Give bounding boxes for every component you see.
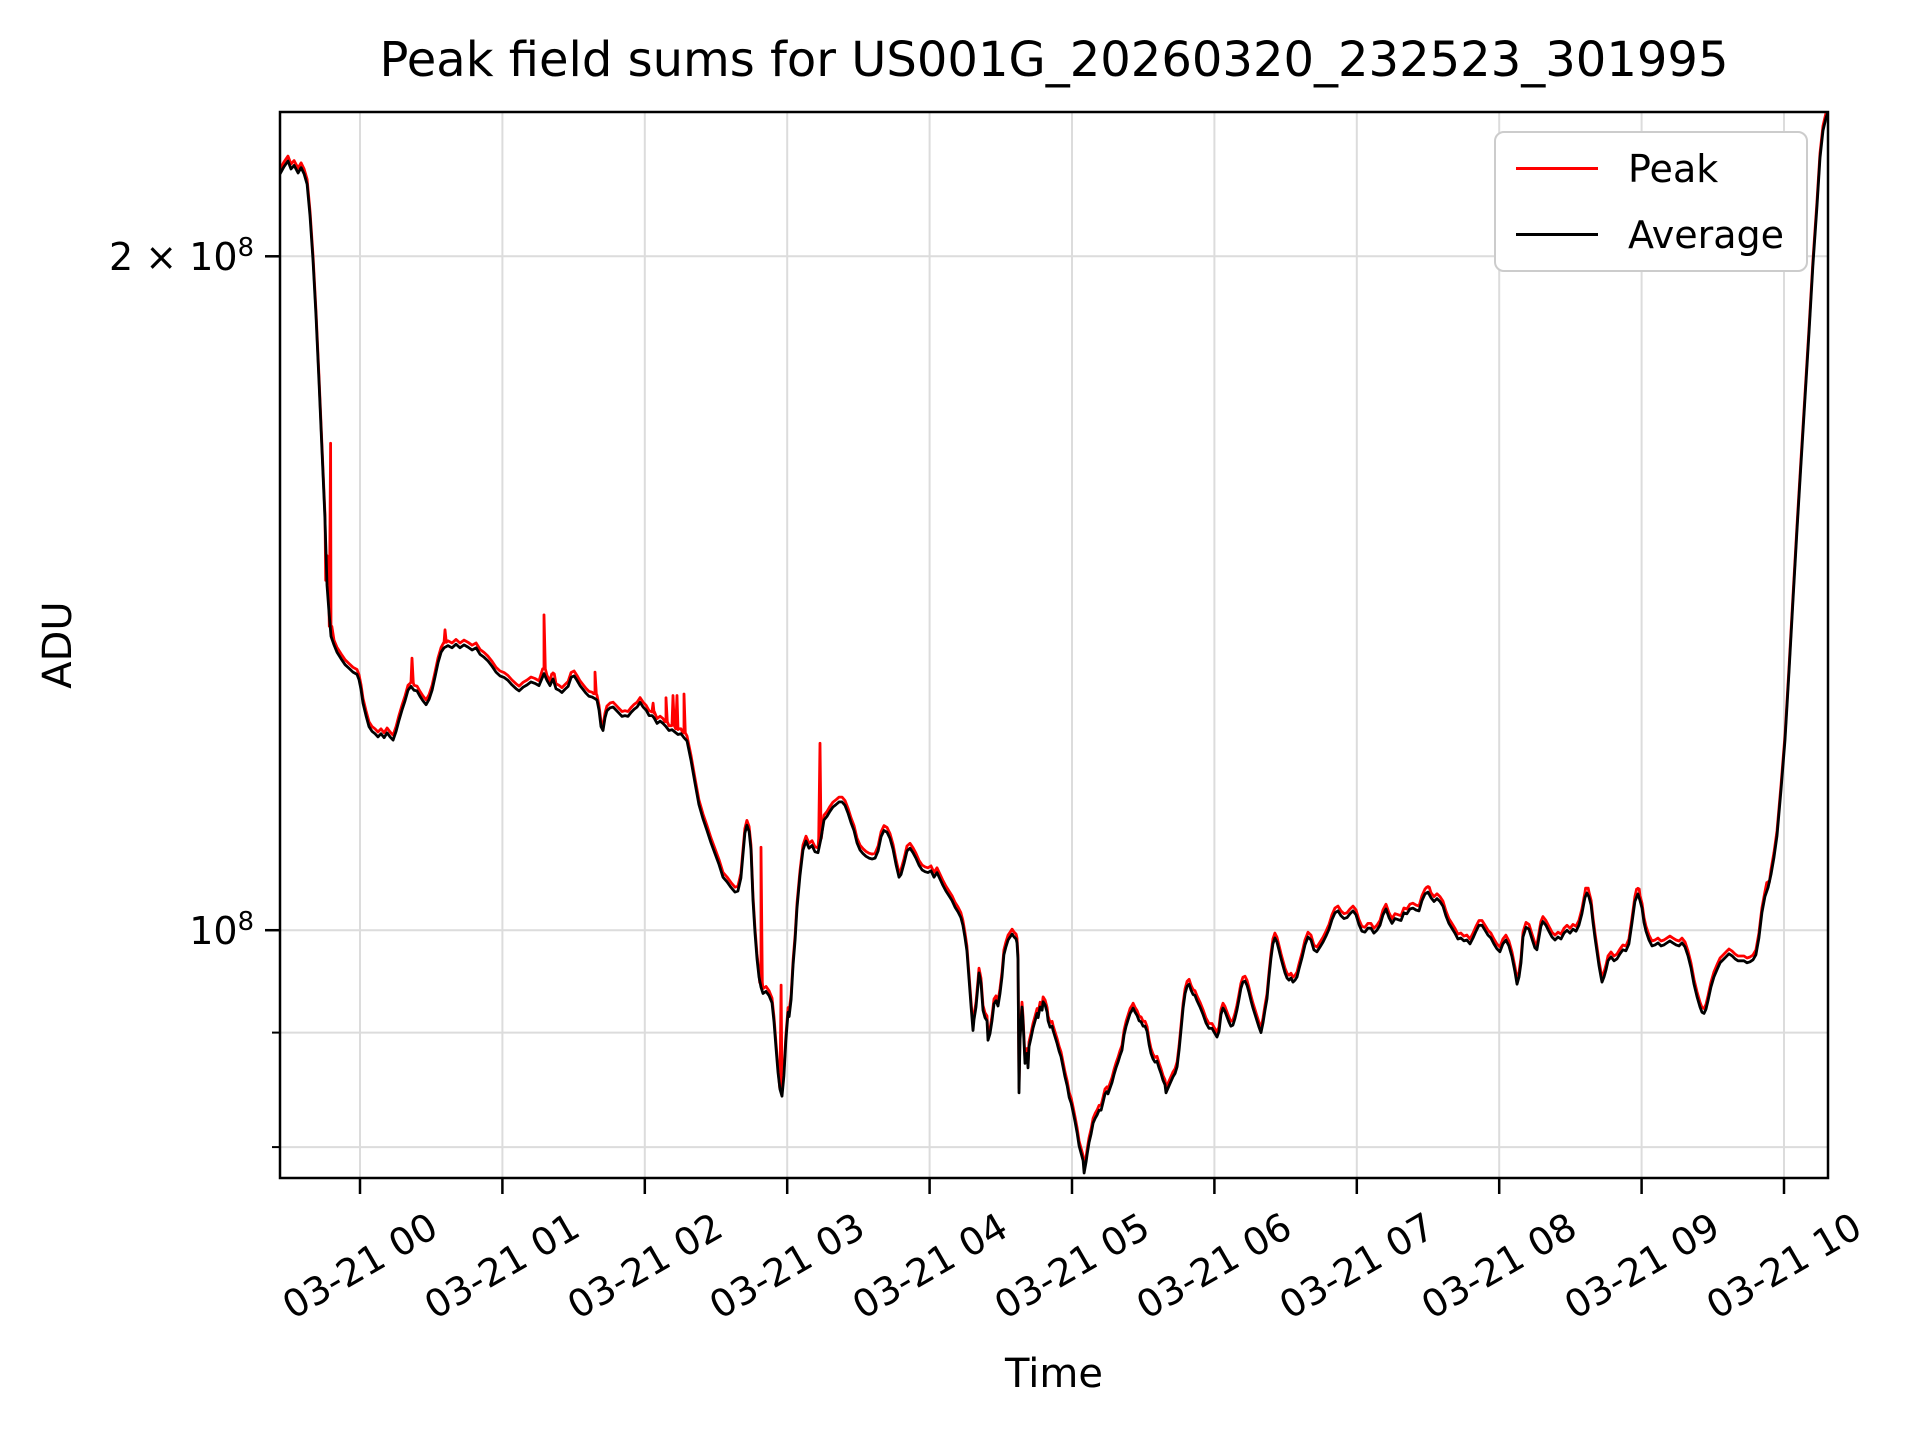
legend-label-peak: Peak xyxy=(1628,146,1719,191)
peak-line-swatch xyxy=(1516,167,1598,170)
legend-entry-average: Average xyxy=(1516,213,1806,257)
chart-title: Peak field sums for US001G_20260320_2325… xyxy=(379,32,1729,88)
average-series-line xyxy=(280,112,1828,1175)
y-tick-label: 108 xyxy=(189,907,254,954)
average-line-swatch xyxy=(1516,233,1598,236)
plot-border xyxy=(278,110,1830,1180)
legend: Peak Average xyxy=(1494,131,1808,272)
legend-label-average: Average xyxy=(1628,212,1785,257)
y-axis-label: ADU xyxy=(35,601,81,689)
axis-ticks xyxy=(265,255,1786,1194)
legend-entry-peak: Peak xyxy=(1516,147,1806,191)
x-axis-label: Time xyxy=(1005,1351,1103,1397)
y-tick-label: 2 × 108 xyxy=(109,233,254,280)
